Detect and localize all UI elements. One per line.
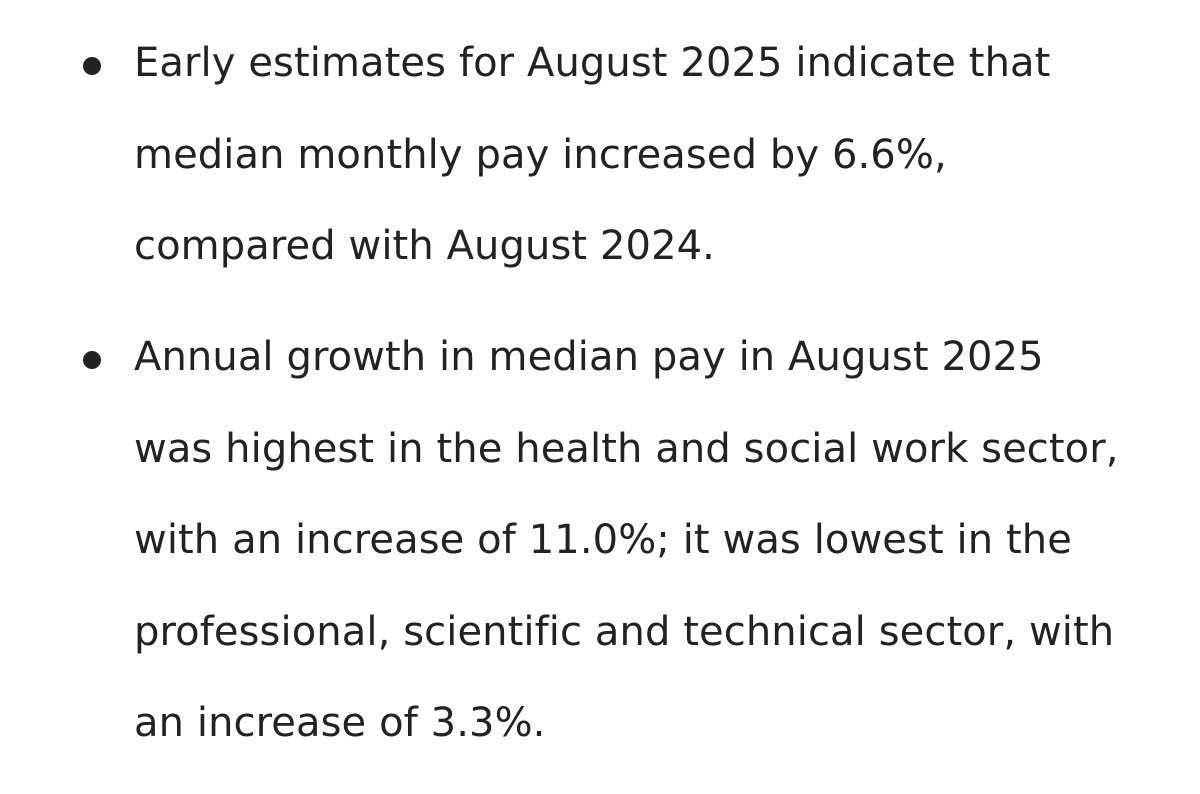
text-line: was highest in the health and social wor… — [134, 425, 1119, 472]
text-line: with an increase of 11.0%; it was lowest… — [134, 517, 1072, 563]
text-line: compared with August 2024. — [134, 223, 715, 269]
bullet-dot-icon — [83, 351, 101, 369]
text-line: Early estimates for August 2025 indicate… — [134, 40, 1051, 86]
bullet-dot-icon — [83, 57, 101, 75]
text-line: an increase of 3.3%. — [134, 700, 546, 746]
bullet-text: Annual growth in median pay in August 20… — [134, 327, 1174, 785]
text-line: Annual growth in median pay in August 20… — [134, 334, 1044, 380]
text-line: median monthly pay increased by 6.6%, — [134, 131, 947, 178]
text-line: professional, scientific and technical s… — [134, 608, 1115, 655]
bullet-text: Early estimates for August 2025 indicate… — [134, 33, 1174, 308]
